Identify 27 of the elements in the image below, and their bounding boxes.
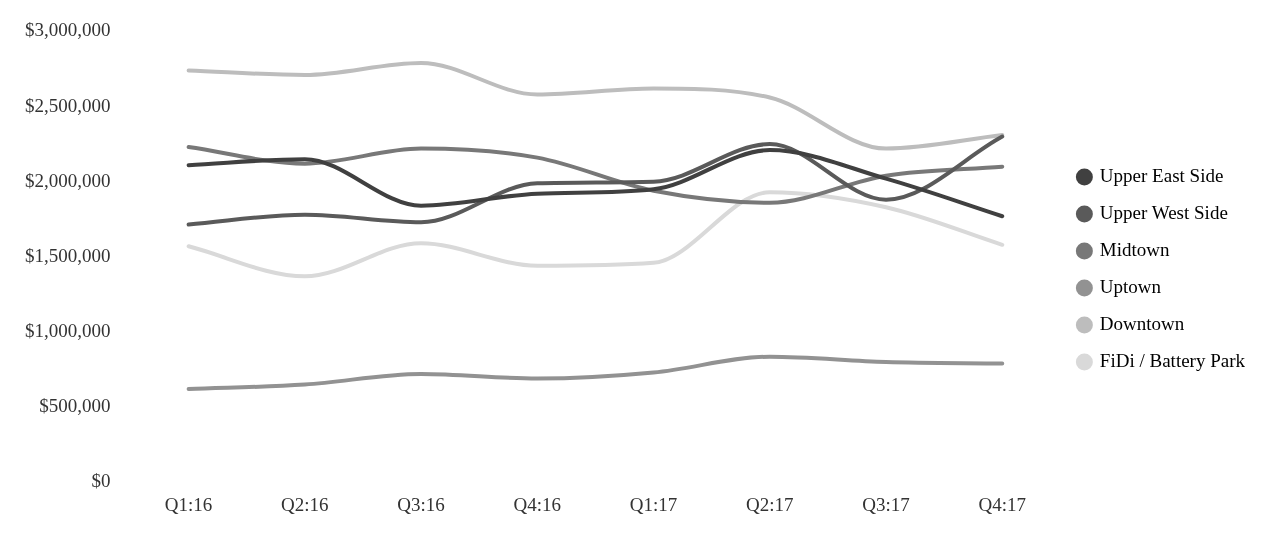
x-tick-label: Q1:17 — [629, 493, 678, 515]
legend-label: FiDi / Battery Park — [1099, 349, 1246, 371]
x-tick-label: Q3:16 — [397, 493, 445, 515]
y-tick-label: $500,000 — [39, 395, 111, 417]
legend-label: Downtown — [1099, 312, 1185, 334]
x-tick-label: Q4:16 — [513, 493, 562, 515]
y-tick-label: $2,500,000 — [25, 94, 111, 116]
x-tick-label: Q3:17 — [862, 493, 910, 515]
line-series — [186, 145, 1005, 205]
y-tick-label: $2,000,000 — [25, 169, 111, 191]
x-tick-label: Q2:16 — [281, 493, 329, 515]
y-tick-label: $1,500,000 — [25, 244, 111, 266]
x-tick-label: Q1:16 — [164, 493, 213, 515]
y-tick-label: $1,000,000 — [25, 319, 111, 341]
line-series — [186, 148, 1005, 219]
x-tick-label: Q4:17 — [978, 493, 1027, 515]
line-series — [186, 60, 1005, 151]
legend-label: Uptown — [1099, 275, 1162, 297]
line-series — [186, 134, 1005, 227]
legend-label: Midtown — [1099, 238, 1171, 260]
legend-label: Upper West Side — [1099, 201, 1228, 223]
y-tick-label: $0 — [91, 470, 111, 492]
line-series — [186, 354, 1005, 392]
line-series — [186, 190, 1005, 279]
y-tick-label: $3,000,000 — [25, 19, 111, 41]
legend-label: Upper East Side — [1099, 164, 1224, 186]
x-tick-label: Q2:17 — [746, 493, 794, 515]
